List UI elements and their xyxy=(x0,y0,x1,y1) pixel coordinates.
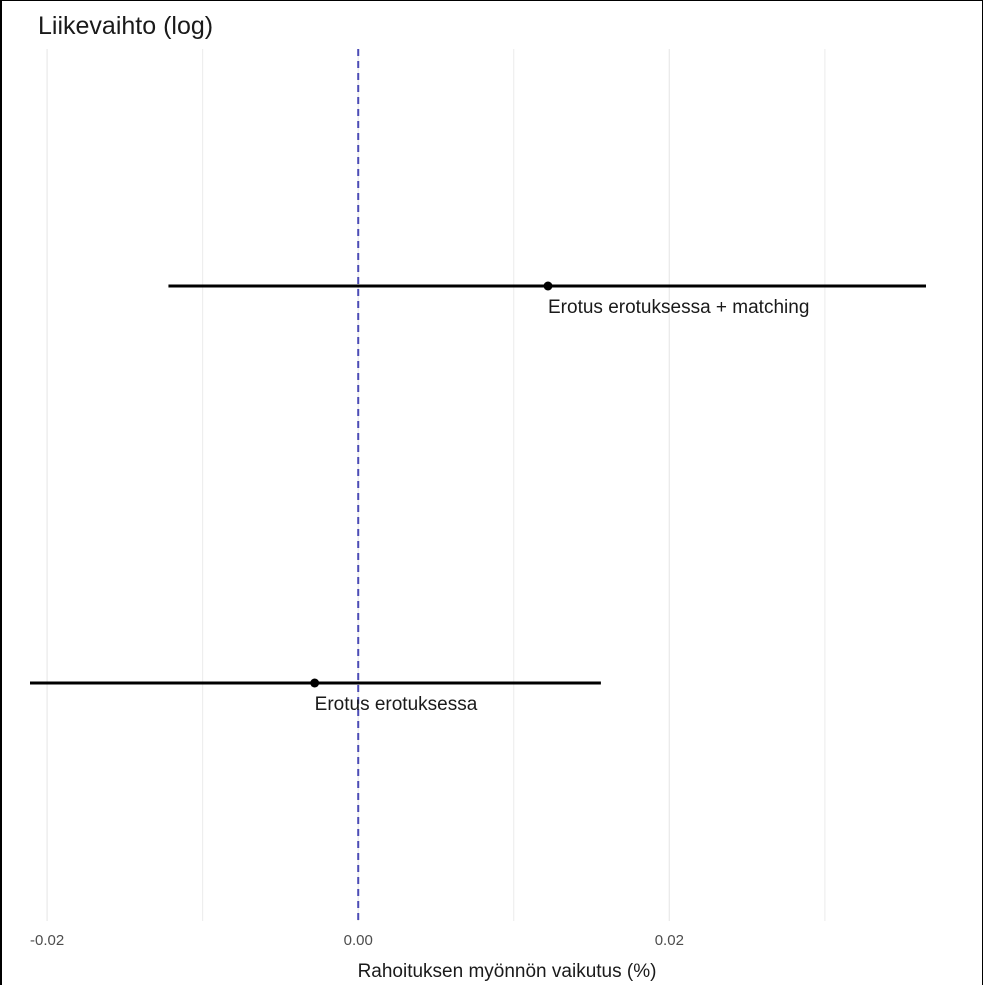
point-label: Erotus erotuksessa xyxy=(315,694,478,715)
x-tick-label: 0.00 xyxy=(344,932,373,949)
point-estimate xyxy=(310,678,320,688)
chart-title: Liikevaihto (log) xyxy=(38,12,213,40)
point-label: Erotus erotuksessa + matching xyxy=(548,297,809,318)
tick-labels: -0.02 0.00 0.02 xyxy=(30,932,684,949)
marks-layer: Erotus erotuksessa + matching Erotus erot… xyxy=(30,281,926,715)
point-estimate xyxy=(543,281,553,291)
x-tick-label: 0.02 xyxy=(655,932,684,949)
x-tick-label: -0.02 xyxy=(30,932,64,949)
grid-layer xyxy=(46,49,826,921)
x-axis-title: Rahoituksen myönnön vaikutus (%) xyxy=(358,961,657,982)
